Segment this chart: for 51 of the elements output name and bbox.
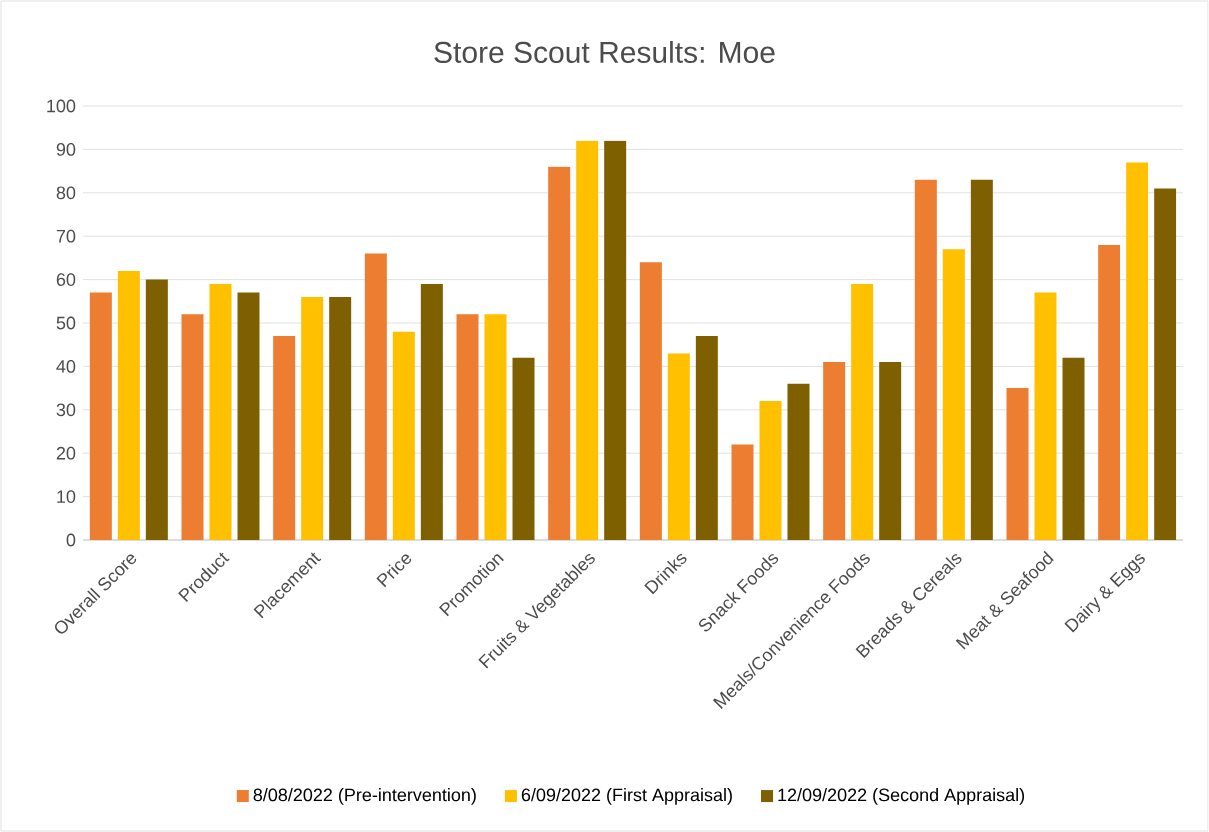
bar (181, 314, 204, 540)
y-tick-label: 10 (57, 490, 76, 503)
bar (942, 249, 965, 540)
bar (301, 296, 324, 540)
bar (364, 253, 387, 540)
bar (879, 362, 902, 540)
bar (237, 292, 260, 540)
bar (970, 179, 993, 540)
bar (695, 336, 718, 540)
y-tick-label: 80 (56, 186, 76, 200)
bar (1154, 188, 1177, 540)
bar (823, 362, 846, 540)
bar (731, 444, 754, 540)
bar (209, 283, 232, 540)
bar (787, 383, 810, 540)
bar (145, 279, 168, 540)
bar (576, 140, 599, 540)
y-tick-label: 90 (56, 143, 76, 156)
bar (1098, 244, 1121, 540)
bar (1006, 388, 1029, 540)
bar (420, 283, 443, 540)
bar (273, 336, 296, 540)
legend-label: 6/09/2022 (First Appraisal) (521, 788, 732, 805)
y-tick-label: 0 (66, 533, 76, 547)
bar (1034, 292, 1057, 540)
bar (639, 262, 662, 540)
bar (1062, 357, 1085, 540)
y-tick-label: 50 (56, 316, 76, 330)
bar (604, 140, 627, 540)
bar (117, 270, 140, 540)
bar (1126, 162, 1149, 540)
bar (392, 331, 415, 540)
legend-label: 8/08/2022 (Pre-intervention) (253, 788, 476, 805)
y-tick-label: 60 (56, 273, 76, 286)
y-tick-label: 30 (56, 403, 76, 417)
bar (914, 179, 937, 540)
bar (484, 314, 507, 540)
y-tick-label: 40 (56, 360, 76, 373)
legend-label: 12/09/2022 (Second Appraisal) (778, 788, 1025, 805)
bar (456, 314, 479, 540)
bar (548, 166, 571, 540)
bar (89, 292, 112, 540)
y-tick-label: 70 (56, 229, 76, 243)
bar (851, 283, 874, 540)
y-tick-label: 20 (56, 446, 76, 460)
bar (329, 296, 352, 540)
bar (667, 353, 690, 540)
y-tick-label: 100 (47, 99, 76, 113)
bar (512, 357, 535, 540)
chart-title: Store Scout Results: Moe (434, 40, 775, 63)
bar (759, 401, 782, 540)
